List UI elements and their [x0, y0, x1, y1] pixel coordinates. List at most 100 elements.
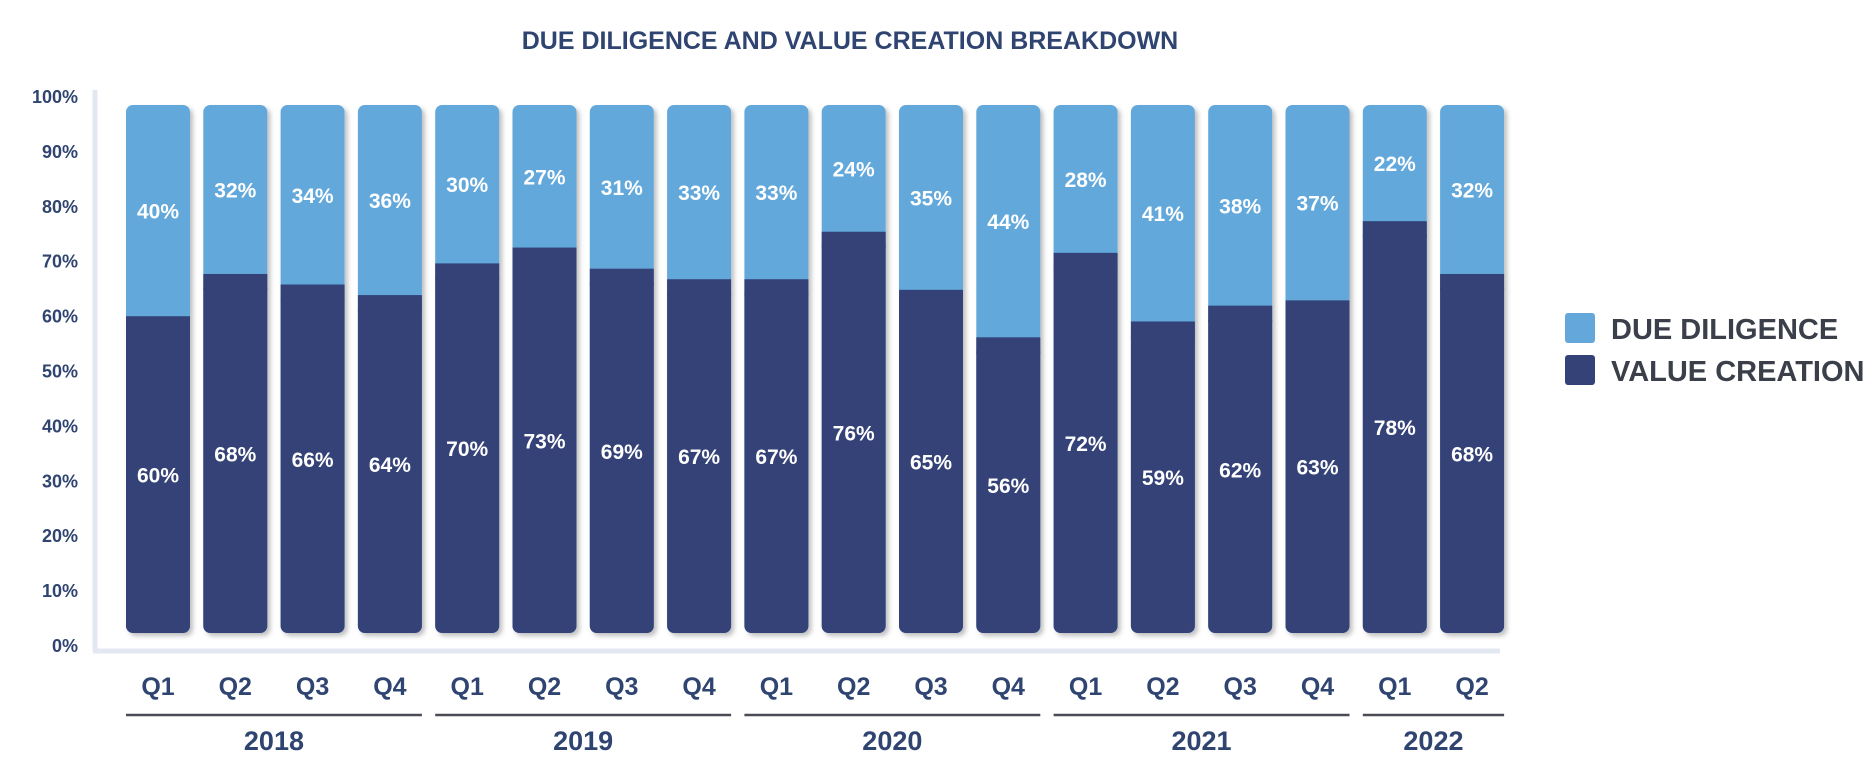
- bar-stack: 56% 44%: [976, 105, 1041, 633]
- bar-label-value-creation: 63%: [1296, 457, 1338, 480]
- bar-label-value-creation: 62%: [1219, 459, 1261, 482]
- bar-value-creation: [203, 281, 268, 633]
- bar-value-creation: [589, 276, 654, 633]
- bar-stack: 65% 35%: [899, 105, 963, 633]
- bar-stack: 69% 31%: [589, 105, 654, 633]
- bar-value-creation-top: [357, 295, 422, 312]
- bar-value-creation: [1208, 313, 1273, 633]
- bar-value-creation: [1285, 308, 1350, 633]
- bar-stack: 67% 33%: [667, 105, 732, 633]
- bar-label-value-creation: 69%: [601, 441, 643, 464]
- bar-stack: 73% 27%: [512, 105, 577, 633]
- bar-value-creation-top: [280, 284, 345, 301]
- bar-value-creation-top: [126, 316, 190, 333]
- y-tick-label: 40%: [42, 416, 78, 436]
- legend-label: DUE DILIGENCE: [1611, 314, 1838, 346]
- x-tick-label: Q2: [837, 673, 870, 701]
- bar-label-value-creation: 59%: [1142, 467, 1184, 490]
- bar-label-due-diligence: 31%: [601, 177, 643, 200]
- y-tick-label: 50%: [42, 362, 78, 382]
- y-tick-label: 80%: [42, 197, 78, 217]
- y-tick-label: 0%: [52, 636, 78, 656]
- bar-value-creation-top: [1285, 300, 1350, 317]
- year-group-label: 2020: [862, 726, 922, 756]
- bar-value-creation-top: [1440, 273, 1505, 290]
- bar-label-value-creation: 78%: [1374, 417, 1416, 440]
- bar-label-due-diligence: 32%: [214, 179, 256, 202]
- bar-value-creation-top: [1208, 305, 1273, 322]
- bar-value-creation-top: [1362, 221, 1427, 238]
- bar-label-due-diligence: 34%: [292, 185, 334, 208]
- year-group-label: 2019: [553, 726, 613, 756]
- bar-value-creation: [1130, 329, 1195, 633]
- bar-value-creation-top: [976, 337, 1041, 354]
- y-tick-label: 100%: [32, 87, 78, 107]
- bar-label-due-diligence: 38%: [1219, 195, 1261, 218]
- bar-label-value-creation: 64%: [369, 454, 411, 477]
- bar-label-due-diligence: 36%: [369, 190, 411, 213]
- bar-value-creation: [1362, 229, 1427, 633]
- x-tick-label: Q3: [296, 673, 329, 701]
- bar-stack: 64% 36%: [357, 105, 422, 633]
- y-tick-label: 90%: [42, 142, 78, 162]
- bar-stack: 72% 28%: [1053, 105, 1118, 633]
- y-tick-label: 30%: [42, 471, 78, 491]
- bar-label-value-creation: 60%: [137, 465, 179, 488]
- bar-value-creation: [899, 297, 963, 633]
- bar-label-due-diligence: 27%: [523, 166, 565, 189]
- x-axis: Q1 Q2 Q3 Q4 Q1 Q2 Q3 Q4 Q1 Q2 Q3 Q4 Q1 Q2 Q3 Q4 Q1 Q2 2018…: [93, 648, 1505, 756]
- x-tick-label: Q3: [1224, 673, 1257, 701]
- x-tick-label: Q1: [1069, 673, 1102, 701]
- x-tick-label: Q1: [760, 673, 793, 701]
- y-tick-label: 70%: [42, 252, 78, 272]
- year-group-label: 2021: [1172, 726, 1232, 756]
- bar-label-due-diligence: 41%: [1142, 203, 1184, 226]
- bar-label-due-diligence: 44%: [987, 211, 1029, 234]
- bar-value-creation-top: [203, 273, 268, 290]
- legend: DUE DILIGENCE VALUE CREATION: [1565, 313, 1864, 388]
- bar-label-value-creation: 66%: [292, 449, 334, 472]
- bar-value-creation-top: [1130, 321, 1195, 338]
- bar-value-creation: [280, 292, 345, 633]
- x-tick-label: Q2: [219, 673, 252, 701]
- x-tick-label: Q4: [1301, 673, 1334, 701]
- bar-value-creation: [976, 345, 1041, 633]
- bar-stack: 76% 24%: [821, 105, 886, 633]
- bar-value-creation-top: [744, 279, 809, 296]
- bar-stack: 68% 32%: [1440, 105, 1505, 633]
- bar-stack: 66% 34%: [280, 105, 345, 633]
- bar-value-creation-top: [512, 247, 577, 264]
- bar-value-creation: [667, 287, 732, 633]
- bar-label-due-diligence: 32%: [1451, 179, 1493, 202]
- bar-label-value-creation: 76%: [833, 422, 875, 445]
- year-group-label: 2022: [1403, 726, 1463, 756]
- bar-value-creation-top: [1053, 252, 1118, 269]
- bar-label-due-diligence: 33%: [678, 182, 720, 205]
- y-tick-label: 10%: [42, 581, 78, 601]
- x-tick-label: Q4: [992, 673, 1025, 701]
- bar-label-value-creation: 67%: [678, 446, 720, 469]
- x-tick-label: Q3: [914, 673, 947, 701]
- x-tick-label: Q2: [528, 673, 561, 701]
- x-tick-label: Q4: [373, 673, 406, 701]
- bar-label-value-creation: 67%: [755, 446, 797, 469]
- x-tick-label: Q1: [141, 673, 174, 701]
- bar-value-creation: [1440, 281, 1505, 633]
- bar-label-due-diligence: 40%: [137, 201, 179, 224]
- bar-value-creation: [1053, 260, 1118, 633]
- bar-stack: 67% 33%: [744, 105, 809, 633]
- bar-stack: 68% 32%: [203, 105, 268, 633]
- bar-label-due-diligence: 37%: [1296, 193, 1338, 216]
- bar-label-value-creation: 68%: [1451, 443, 1493, 466]
- bar-label-value-creation: 73%: [523, 430, 565, 453]
- bar-value-creation-top: [667, 279, 732, 296]
- legend-item: DUE DILIGENCE: [1565, 313, 1838, 346]
- legend-item: VALUE CREATION: [1565, 355, 1864, 388]
- x-tick-label: Q2: [1146, 673, 1179, 701]
- bar-stack: 62% 38%: [1208, 105, 1273, 633]
- bar-value-creation-top: [821, 231, 886, 248]
- bar-value-creation-top: [435, 263, 500, 280]
- bar-stack: 78% 22%: [1362, 105, 1427, 633]
- bar-label-value-creation: 68%: [214, 443, 256, 466]
